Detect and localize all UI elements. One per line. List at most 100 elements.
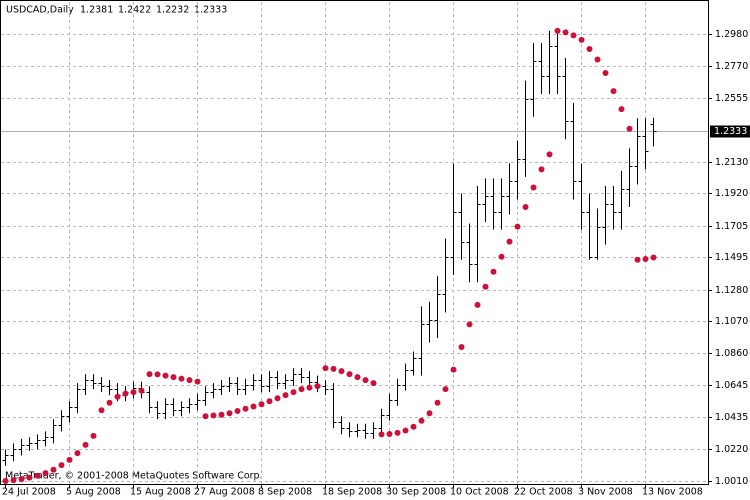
sar-dot xyxy=(242,405,249,412)
sar-dot xyxy=(170,374,177,381)
x-tick-label: 24 Jul 2008 xyxy=(2,487,56,498)
sar-dot xyxy=(42,470,49,477)
sar-dot xyxy=(74,450,81,457)
sar-dot xyxy=(266,398,273,405)
sar-dot xyxy=(178,375,185,382)
title-open: 1.2381 xyxy=(80,5,113,16)
sar-dot xyxy=(218,411,225,418)
sar-dot xyxy=(250,403,257,410)
sar-dot xyxy=(362,377,369,384)
sar-dot xyxy=(34,472,41,479)
sar-dot xyxy=(2,477,9,484)
sar-dot xyxy=(642,255,649,262)
sar-dot xyxy=(90,432,97,439)
sar-dot xyxy=(146,371,153,378)
sar-dot xyxy=(530,184,537,191)
y-tick-label: 1.0860 xyxy=(715,348,748,359)
sar-dot xyxy=(578,36,585,43)
x-tick-label: 18 Sep 2008 xyxy=(322,487,382,498)
sar-dot xyxy=(106,399,113,406)
y-tick-label: 1.2555 xyxy=(715,93,748,104)
y-tick-label: 1.1070 xyxy=(715,316,748,327)
sar-dot xyxy=(322,365,329,372)
sar-dot xyxy=(66,456,73,463)
sar-dot xyxy=(546,151,553,158)
sar-dot xyxy=(194,378,201,385)
sar-dot xyxy=(306,384,313,391)
sar-dot xyxy=(490,268,497,275)
sar-dot xyxy=(354,374,361,381)
sar-dot xyxy=(466,321,473,328)
sar-dot xyxy=(234,407,241,414)
sar-dot xyxy=(290,389,297,396)
sar-dot xyxy=(338,368,345,375)
sar-dot xyxy=(650,254,657,261)
sar-dot xyxy=(154,371,161,378)
sar-dot xyxy=(474,301,481,308)
sar-dot xyxy=(522,204,529,211)
sar-dot xyxy=(554,27,561,34)
x-tick-label: 5 Aug 2008 xyxy=(66,487,121,498)
sar-dot xyxy=(282,392,289,399)
sar-dot xyxy=(586,45,593,52)
sar-dot xyxy=(186,377,193,384)
sar-dot xyxy=(18,476,25,483)
sar-dot xyxy=(442,386,449,393)
sar-dot xyxy=(122,390,129,397)
sar-dot xyxy=(346,371,353,378)
sar-dot xyxy=(210,412,217,419)
sar-dot xyxy=(58,462,65,469)
sar-dot xyxy=(82,441,89,448)
y-tick-label: 1.0645 xyxy=(715,380,748,391)
y-tick-label: 1.0010 xyxy=(715,476,748,487)
y-tick-label: 1.1920 xyxy=(715,188,748,199)
title-high: 1.2422 xyxy=(118,5,151,16)
x-tick-label: 15 Aug 2008 xyxy=(130,487,191,498)
sar-dot xyxy=(610,88,617,95)
sar-dot xyxy=(570,32,577,39)
x-tick-label: 30 Sep 2008 xyxy=(386,487,446,498)
sar-dot xyxy=(418,417,425,424)
x-tick-label: 3 Nov 2008 xyxy=(578,487,633,498)
sar-dot xyxy=(386,431,393,438)
sar-dot xyxy=(330,365,337,372)
sar-dot xyxy=(226,410,233,417)
sar-dot xyxy=(618,106,625,113)
y-tick-label: 1.2770 xyxy=(715,61,748,72)
y-tick-label: 1.1705 xyxy=(715,221,748,232)
sar-dot xyxy=(458,344,465,351)
x-tick-label: 10 Oct 2008 xyxy=(450,487,509,498)
sar-dot xyxy=(314,383,321,390)
x-tick-label: 22 Oct 2008 xyxy=(514,487,573,498)
x-tick-label: 8 Sep 2008 xyxy=(258,487,312,498)
sar-dot xyxy=(370,380,377,387)
sar-dot xyxy=(506,238,513,245)
sar-dot xyxy=(258,401,265,408)
sar-dot xyxy=(482,283,489,290)
sar-dot xyxy=(274,395,281,402)
sar-dot xyxy=(562,29,569,36)
y-tick-label: 1.1280 xyxy=(715,285,748,296)
sar-dot xyxy=(602,70,609,77)
sar-dot xyxy=(634,256,641,263)
sar-dot xyxy=(434,399,441,406)
x-tick-label: 27 Aug 2008 xyxy=(194,487,255,498)
y-tick-label: 1.0220 xyxy=(715,444,748,455)
y-tick-label: 1.1495 xyxy=(715,252,748,263)
sar-dot xyxy=(130,389,137,396)
sar-dot xyxy=(10,477,17,484)
plot-frame xyxy=(0,0,709,485)
title-low: 1.2232 xyxy=(156,5,189,16)
chart-title: USDCAD,Daily xyxy=(6,5,74,16)
sar-dot xyxy=(98,407,105,414)
x-tick-label: 13 Nov 2008 xyxy=(642,487,703,498)
sar-dot xyxy=(426,410,433,417)
price-label-box xyxy=(710,125,750,138)
sar-dot xyxy=(202,413,209,420)
sar-dot xyxy=(378,431,385,438)
sar-dot xyxy=(298,386,305,393)
sar-dot xyxy=(402,427,409,434)
title-close: 1.2333 xyxy=(194,5,227,16)
sar-dot xyxy=(538,166,545,173)
sar-dot xyxy=(498,253,505,260)
